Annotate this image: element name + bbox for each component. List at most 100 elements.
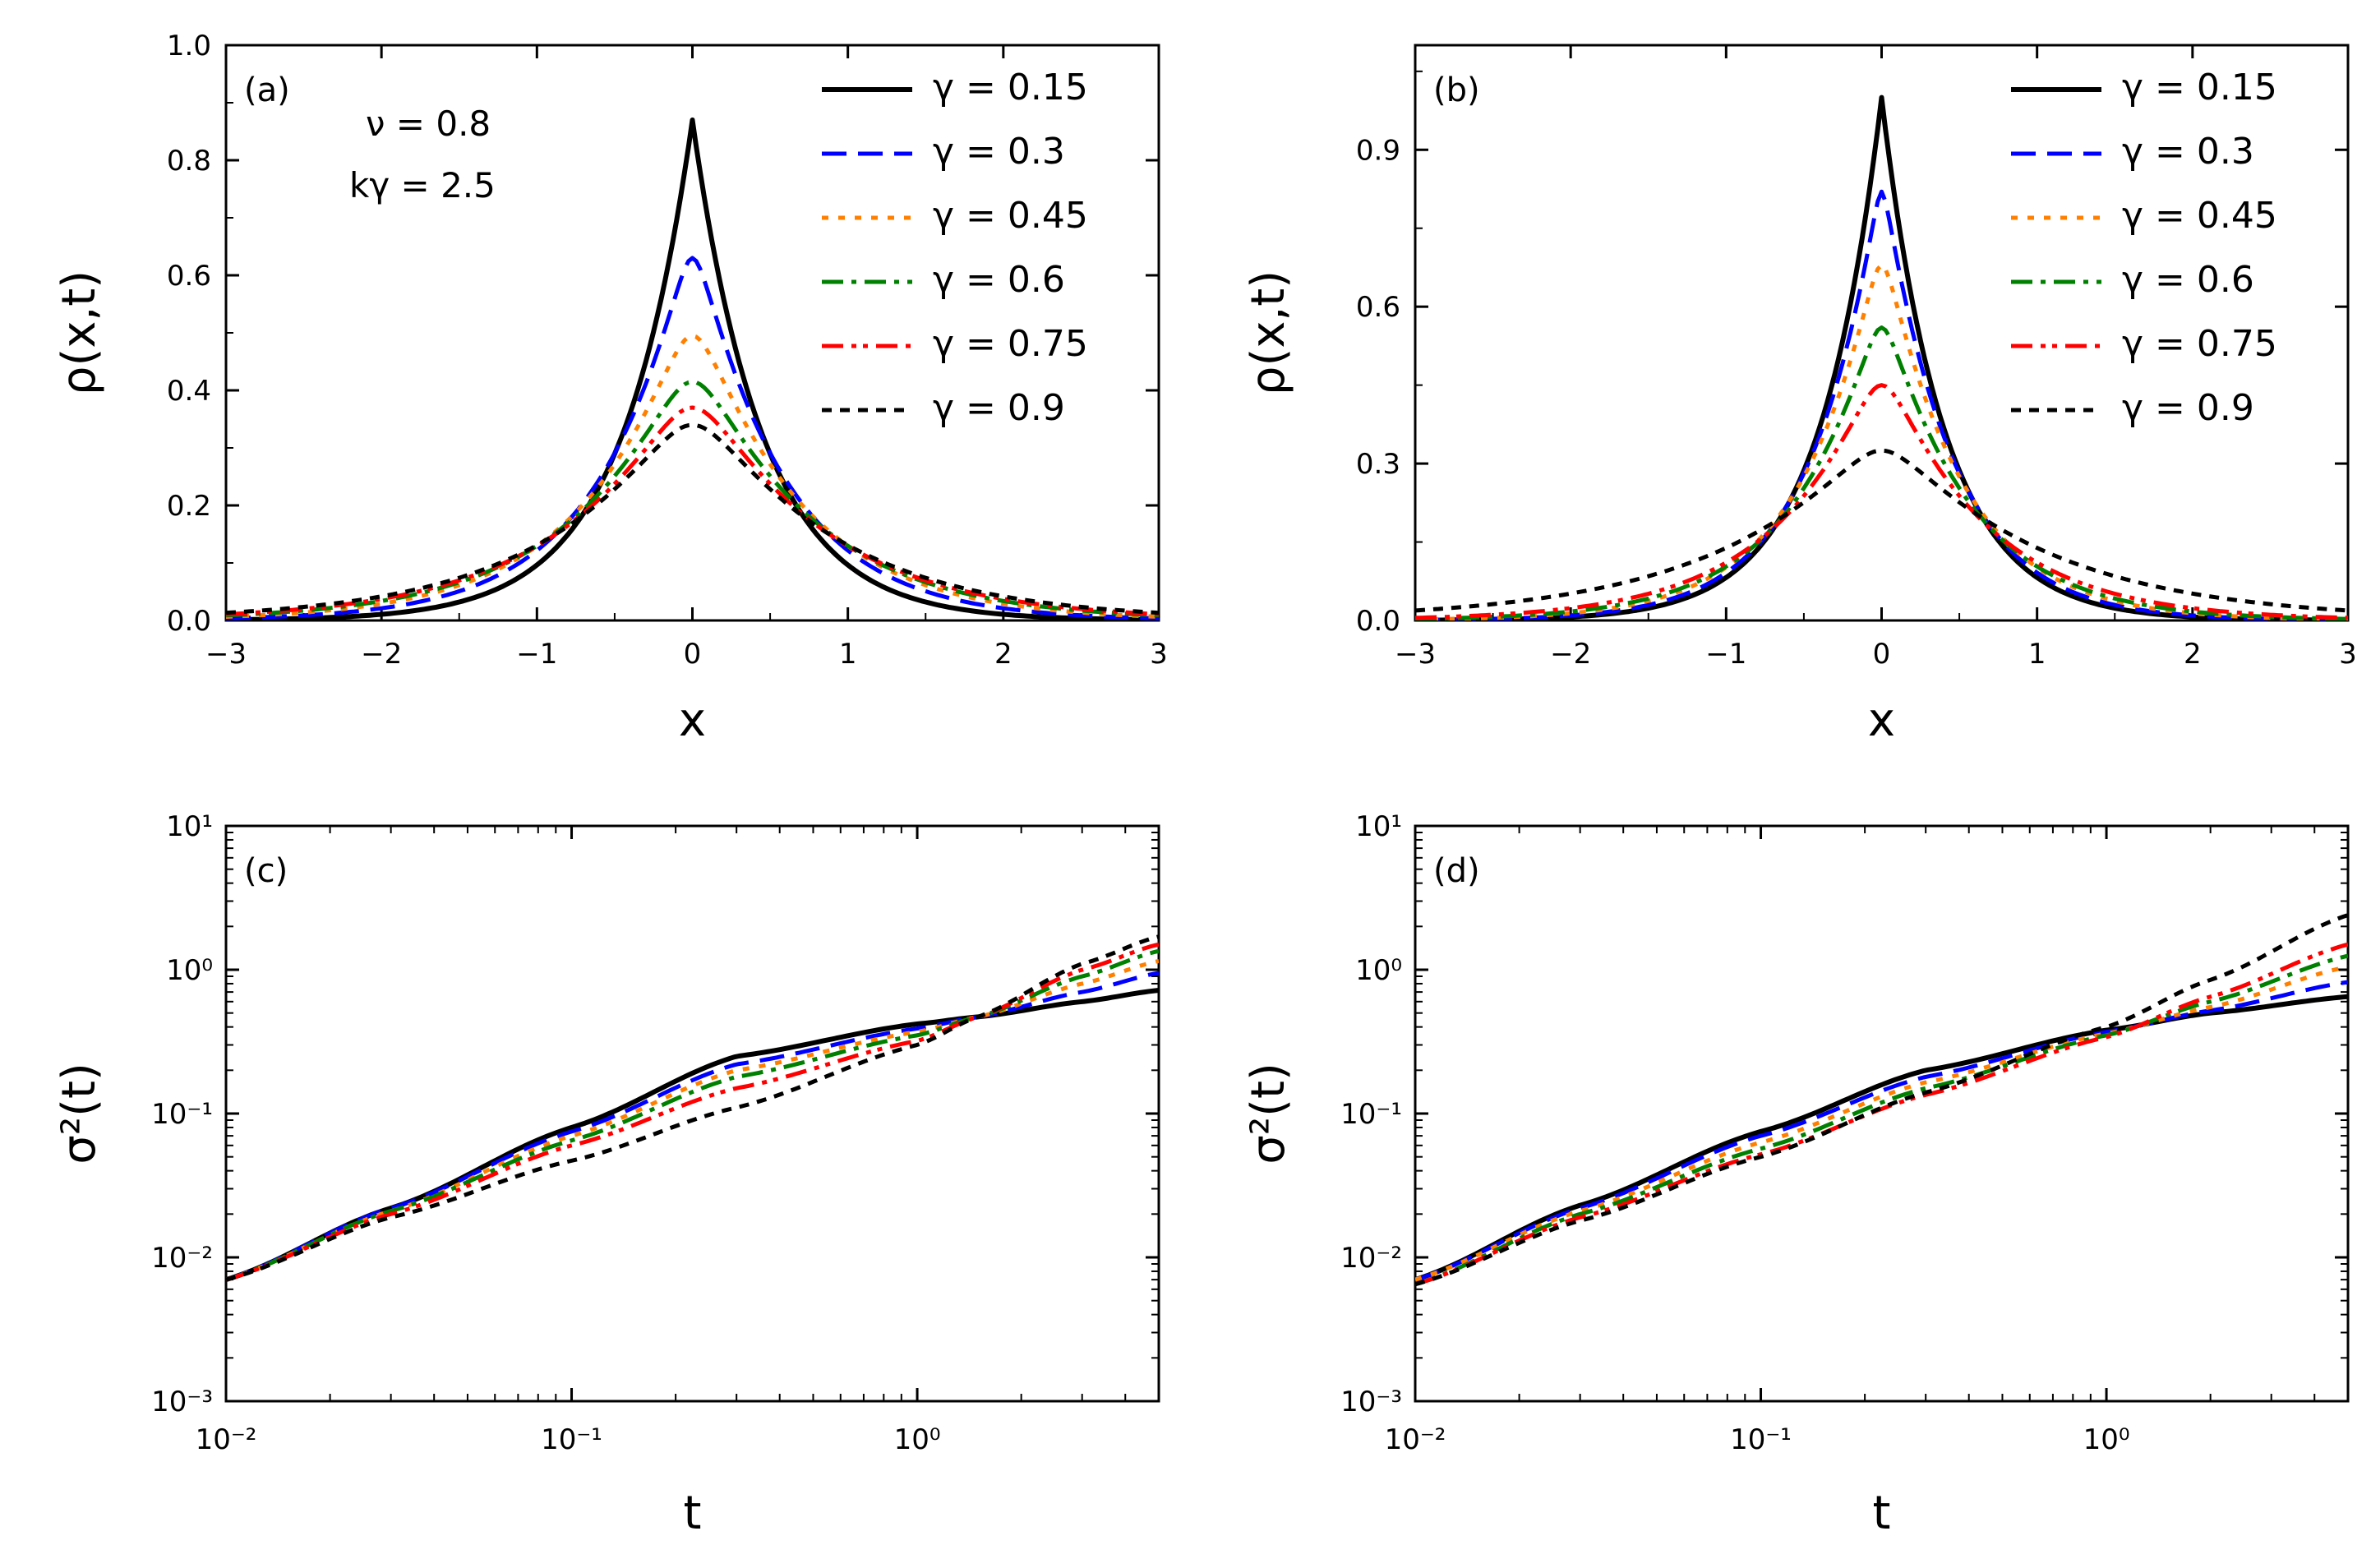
y-tick-label: 10¹ (166, 810, 213, 843)
series-line-1 (226, 988, 1159, 1282)
y-tick-label: 0.9 (1356, 134, 1400, 167)
annotation-nu: ν = 0.8 (366, 104, 491, 144)
legend-label-1: γ = 0.15 (933, 67, 1088, 108)
y-tick-label: 0.0 (167, 605, 211, 638)
x-tick-label: 10⁰ (2083, 1423, 2130, 1456)
panel-label: (b) (1433, 71, 1480, 109)
series-line-5 (226, 942, 1159, 1282)
panel-label: (d) (1433, 852, 1480, 890)
legend-label-2: γ = 0.3 (2122, 131, 2254, 173)
series-line-5 (1415, 942, 2348, 1287)
series-line-5 (226, 405, 1159, 616)
x-tick-label: 10⁻¹ (1730, 1423, 1792, 1456)
legend-label-4: γ = 0.6 (933, 259, 1065, 301)
y-tick-label: 10⁰ (1355, 954, 1402, 987)
y-tick-label: 0.6 (1356, 291, 1400, 324)
legend-label-1: γ = 0.15 (2122, 67, 2277, 108)
x-tick-label: 10⁻² (1385, 1423, 1446, 1456)
y-tick-label: 0.3 (1356, 448, 1400, 481)
legend-label-5: γ = 0.75 (933, 323, 1088, 365)
series-line-2 (226, 256, 1159, 620)
series-line-4 (226, 380, 1159, 618)
x-tick-label: 3 (1150, 638, 1168, 671)
y-tick-label: 0.0 (1356, 605, 1400, 638)
legend: γ = 0.15 γ = 0.3 γ = 0.45 γ = 0.6 γ = 0.75 γ … (2011, 67, 2277, 429)
series-lines (226, 934, 1159, 1282)
plot-frame (1414, 824, 2350, 1403)
x-tick-label: 2 (994, 638, 1013, 671)
legend-label-5: γ = 0.75 (2122, 323, 2277, 365)
legend-label-3: γ = 0.45 (933, 195, 1088, 237)
series-line-5 (1415, 383, 2348, 620)
y-axis-label: σ²(t) (1242, 1063, 1295, 1164)
annotation-k-gamma: kγ = 2.5 (349, 165, 496, 205)
x-tick-label: 1 (839, 638, 857, 671)
series-line-3 (226, 334, 1159, 619)
y-tick-label: 0.2 (167, 490, 211, 523)
y-axis-label: ρ(x,t) (53, 270, 106, 395)
y-tick-label: 10⁻² (1340, 1242, 1402, 1275)
chart-panel-a: −3 −2 −1 0 1 2 3 0.0 0.2 0.4 0.6 0.8 1.0 x ρ(x,t) (a) γ … (53, 30, 1168, 747)
y-tick-label: 0.8 (167, 145, 211, 178)
x-axis-label: x (679, 694, 706, 747)
y-axis-label: ρ(x,t) (1242, 270, 1295, 395)
y-tick-label: 10⁻³ (1340, 1386, 1402, 1418)
x-axis-label: t (684, 1487, 702, 1540)
series-line-4 (226, 948, 1159, 1282)
y-tick-label: 0.4 (167, 375, 211, 408)
legend-label-6: γ = 0.9 (2122, 387, 2254, 429)
y-tick-label: 10⁰ (166, 954, 213, 987)
legend: γ = 0.15 γ = 0.3 γ = 0.45 γ = 0.6 γ = 0.75 γ … (822, 67, 1088, 429)
panel-label: (c) (244, 852, 288, 890)
x-tick-label: 0 (1873, 638, 1891, 671)
series-line-3 (1415, 964, 2348, 1282)
series-line-1 (226, 118, 1159, 620)
chart-panel-b: −3 −2 −1 0 1 2 3 0.0 0.3 0.6 0.9 x ρ(x,t) (b) γ = 0.15… (1242, 44, 2357, 747)
x-tick-label: 2 (2184, 638, 2202, 671)
y-tick-label: 10⁻³ (151, 1386, 213, 1418)
x-tick-label: −2 (1550, 638, 1591, 671)
x-tick-label: 3 (2339, 638, 2357, 671)
x-tick-label: 10⁻² (196, 1423, 257, 1456)
series-line-6 (1415, 448, 2348, 613)
series-line-2 (1415, 980, 2348, 1282)
series-line-2 (1415, 189, 2348, 620)
series-line-6 (1415, 913, 2348, 1287)
series-lines (226, 118, 1159, 620)
y-tick-label: 1.0 (167, 30, 211, 62)
series-line-6 (226, 422, 1159, 616)
series-line-4 (1415, 325, 2348, 620)
chart-panel-d: 10⁻² 10⁻¹ 10⁰ 10⁻³ 10⁻² 10⁻¹ 10⁰ 10¹ t σ²(t) (d) (1242, 810, 2350, 1540)
x-tick-label: −3 (205, 638, 247, 671)
panel-label: (a) (244, 71, 290, 109)
series-line-1 (1415, 994, 2348, 1282)
x-tick-label: −2 (361, 638, 402, 671)
series-line-3 (1415, 262, 2348, 620)
x-tick-label: 10⁰ (894, 1423, 941, 1456)
series-lines (1415, 95, 2348, 620)
legend-label-3: γ = 0.45 (2122, 195, 2277, 237)
x-tick-label: 0 (684, 638, 702, 671)
series-line-4 (1415, 953, 2348, 1287)
y-axis-label: σ²(t) (53, 1063, 106, 1164)
x-tick-label: 10⁻¹ (541, 1423, 602, 1456)
chart-panel-c: 10⁻² 10⁻¹ 10⁰ 10⁻³ 10⁻² 10⁻¹ 10⁰ 10¹ t σ²(t) (c) (53, 810, 1160, 1540)
plot-frame (224, 824, 1160, 1403)
series-line-2 (226, 971, 1159, 1282)
x-axis-label: x (1868, 694, 1895, 747)
x-tick-label: 1 (2028, 638, 2046, 671)
y-tick-label: 10¹ (1355, 810, 1402, 843)
x-tick-label: −1 (1705, 638, 1746, 671)
y-tick-label: 10⁻² (151, 1242, 213, 1275)
x-tick-label: −1 (516, 638, 557, 671)
x-tick-label: −3 (1395, 638, 1436, 671)
x-axis-label: t (1873, 1487, 1891, 1540)
y-tick-label: 0.6 (167, 260, 211, 293)
y-tick-label: 10⁻¹ (151, 1098, 213, 1131)
legend-label-6: γ = 0.9 (933, 387, 1065, 429)
legend-label-4: γ = 0.6 (2122, 259, 2254, 301)
legend-label-2: γ = 0.3 (933, 131, 1065, 173)
y-tick-label: 10⁻¹ (1340, 1098, 1402, 1131)
series-line-6 (226, 934, 1159, 1282)
